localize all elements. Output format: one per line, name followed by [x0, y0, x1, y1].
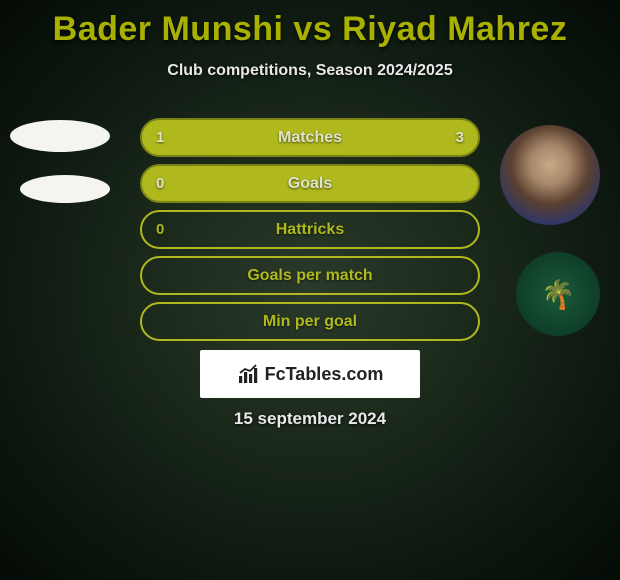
chart-icon [237, 363, 259, 385]
fctables-brand: FcTables.com [200, 350, 420, 398]
stat-row: 0 Goals [140, 164, 480, 203]
date-text: 15 september 2024 [0, 409, 620, 429]
left-player2-avatar [10, 175, 110, 203]
stat-right-value: 3 [456, 129, 464, 146]
left-player1-avatar [10, 120, 110, 152]
palm-icon: 🌴 [541, 278, 576, 311]
stat-row: 1 Matches 3 [140, 118, 480, 157]
stat-label: Hattricks [276, 221, 344, 239]
placeholder-ellipse-icon [20, 175, 110, 203]
stat-left-value: 1 [156, 129, 164, 146]
stat-label: Matches [278, 129, 342, 147]
stat-label: Goals per match [247, 267, 372, 285]
stat-row: Goals per match [140, 256, 480, 295]
page-title: Bader Munshi vs Riyad Mahrez [0, 10, 620, 49]
stat-row: 0 Hattricks [140, 210, 480, 249]
stat-row: Min per goal [140, 302, 480, 341]
right-player-photo [500, 125, 600, 225]
stat-left-value: 0 [156, 175, 164, 192]
stat-label: Min per goal [263, 313, 357, 331]
stats-container: 1 Matches 3 0 Goals 0 Hattricks Goals per match… [140, 118, 480, 348]
page-subtitle: Club competitions, Season 2024/2025 [0, 62, 620, 80]
stat-label: Goals [288, 175, 332, 193]
placeholder-ellipse-icon [10, 120, 110, 152]
stat-left-value: 0 [156, 221, 164, 238]
brand-text: FcTables.com [265, 364, 384, 385]
right-club-badge: 🌴 [516, 252, 600, 336]
